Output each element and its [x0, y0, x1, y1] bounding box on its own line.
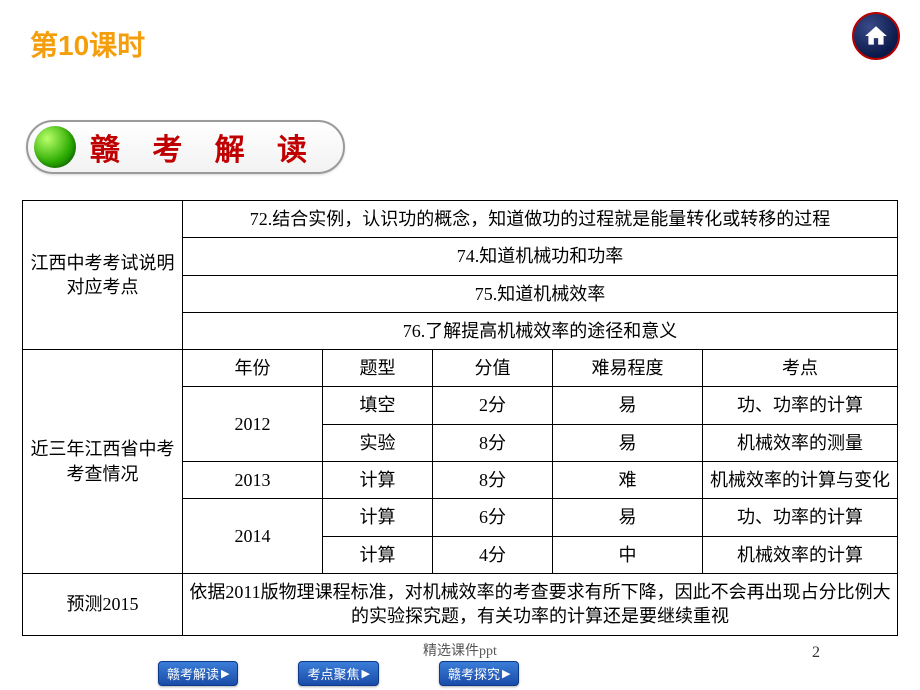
block3-text: 依据2011版物理课程标准，对机械效率的考查要求有所下降，因此不会再出现占分比例…: [183, 573, 898, 635]
nav-btn-label: 赣考探究: [448, 664, 500, 683]
cell-score: 4分: [433, 536, 553, 573]
cell-diff: 易: [553, 424, 703, 461]
cell-year: 2012: [183, 387, 323, 462]
cell-score: 8分: [433, 462, 553, 499]
home-icon: [863, 23, 889, 49]
cell-type: 计算: [323, 499, 433, 536]
block1-row: 75.知道机械效率: [183, 275, 898, 312]
badge-bullet-icon: [34, 126, 76, 168]
page-number: 2: [812, 644, 820, 662]
cell-point: 机械效率的计算: [703, 536, 898, 573]
cell-type: 填空: [323, 387, 433, 424]
col-header: 题型: [323, 350, 433, 387]
col-header: 年份: [183, 350, 323, 387]
nav-btn-ganjiedu[interactable]: 赣考解读 ▶: [158, 661, 238, 686]
footer-text: 精选课件ppt: [0, 640, 920, 660]
home-button[interactable]: [852, 12, 900, 60]
cell-diff: 易: [553, 499, 703, 536]
cell-diff: 难: [553, 462, 703, 499]
section-badge: 赣 考 解 读: [26, 120, 345, 174]
cell-score: 2分: [433, 387, 553, 424]
cell-year: 2013: [183, 462, 323, 499]
cell-diff: 中: [553, 536, 703, 573]
nav-btn-label: 赣考解读: [167, 664, 219, 683]
col-header: 难易程度: [553, 350, 703, 387]
table-row: 预测2015 依据2011版物理课程标准，对机械效率的考查要求有所下降，因此不会…: [23, 573, 898, 635]
cell-type: 实验: [323, 424, 433, 461]
cell-year: 2014: [183, 499, 323, 574]
nav-btn-tanjiu[interactable]: 赣考探究 ▶: [439, 661, 519, 686]
nav-btn-label: 考点聚焦: [307, 664, 359, 683]
table-row: 江西中考考试说明对应考点 72.结合实例，认识功的概念，知道做功的过程就是能量转…: [23, 201, 898, 238]
cell-type: 计算: [323, 536, 433, 573]
cell-score: 8分: [433, 424, 553, 461]
chevron-right-icon: ▶: [362, 667, 370, 680]
col-header: 分值: [433, 350, 553, 387]
cell-point: 机械效率的计算与变化: [703, 462, 898, 499]
block2-label: 近三年江西省中考考查情况: [23, 350, 183, 574]
nav-btn-kaodian[interactable]: 考点聚焦 ▶: [298, 661, 378, 686]
block1-row: 72.结合实例，认识功的概念，知道做功的过程就是能量转化或转移的过程: [183, 201, 898, 238]
cell-point: 功、功率的计算: [703, 387, 898, 424]
cell-score: 6分: [433, 499, 553, 536]
cell-point: 机械效率的测量: [703, 424, 898, 461]
nav-buttons: 赣考解读 ▶ 考点聚焦 ▶ 赣考探究 ▶: [158, 661, 519, 686]
exam-table: 江西中考考试说明对应考点 72.结合实例，认识功的概念，知道做功的过程就是能量转…: [22, 200, 898, 636]
block3-label: 预测2015: [23, 573, 183, 635]
cell-diff: 易: [553, 387, 703, 424]
cell-point: 功、功率的计算: [703, 499, 898, 536]
block1-label: 江西中考考试说明对应考点: [23, 201, 183, 350]
table-row: 近三年江西省中考考查情况 年份 题型 分值 难易程度 考点: [23, 350, 898, 387]
chevron-right-icon: ▶: [221, 667, 229, 680]
section-heading: 赣 考 解 读: [90, 125, 319, 169]
cell-type: 计算: [323, 462, 433, 499]
chevron-right-icon: ▶: [502, 667, 510, 680]
slide-title: 第10课时: [30, 24, 145, 64]
block1-row: 76.了解提高机械效率的途径和意义: [183, 312, 898, 349]
block1-row: 74.知道机械功和功率: [183, 238, 898, 275]
col-header: 考点: [703, 350, 898, 387]
